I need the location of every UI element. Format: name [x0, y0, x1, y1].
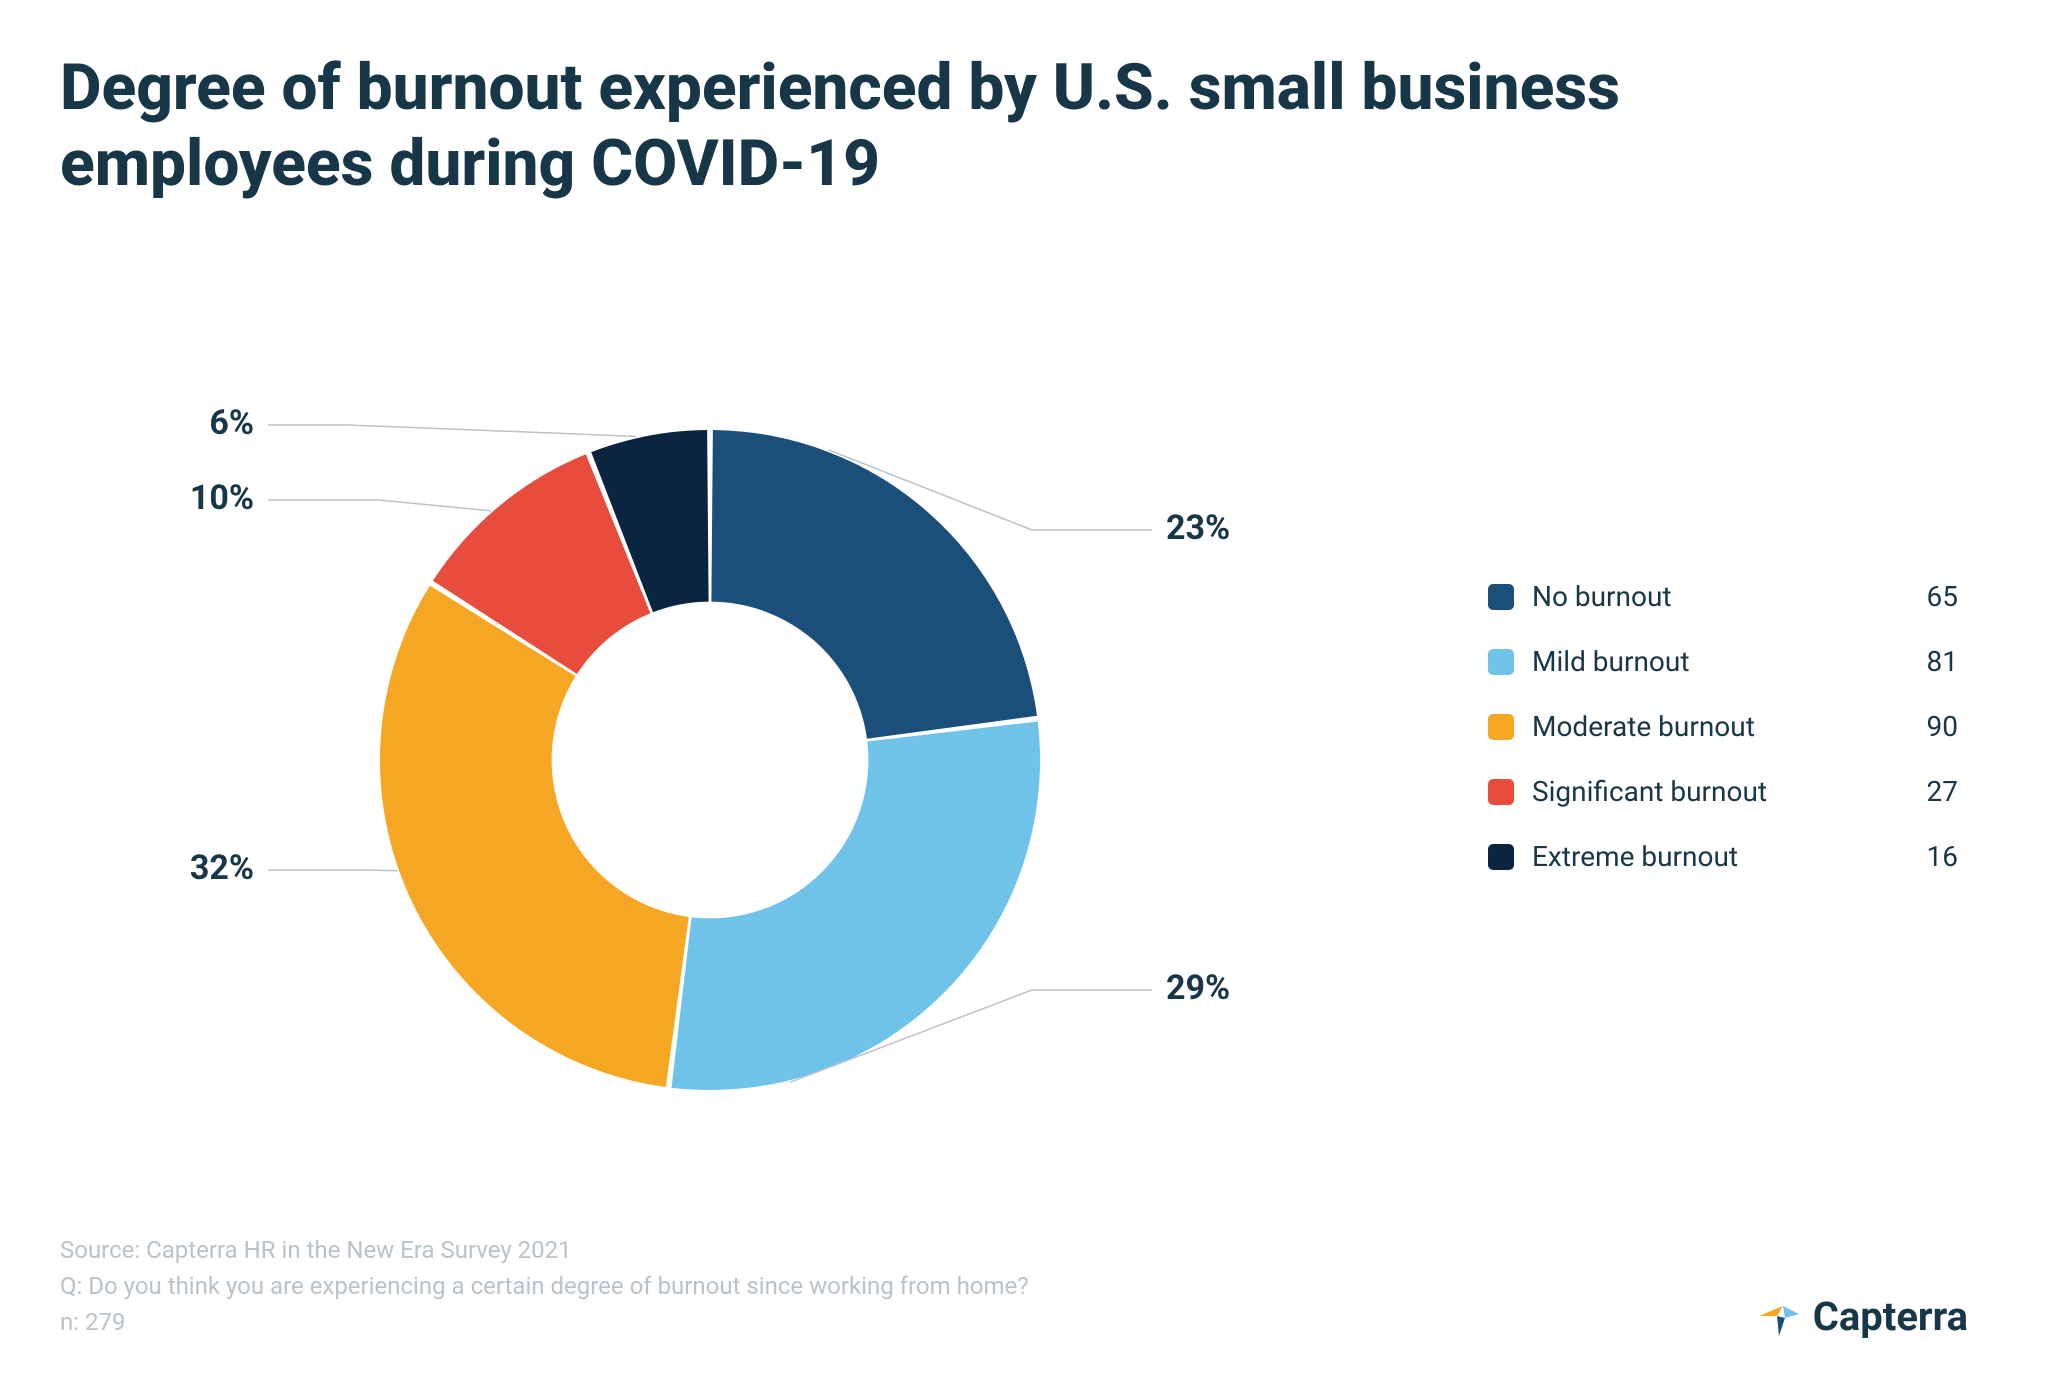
capterra-icon — [1755, 1292, 1803, 1340]
callout-leader-significant — [268, 500, 491, 511]
legend-swatch — [1488, 584, 1514, 610]
footer-line: Source: Capterra HR in the New Era Surve… — [60, 1232, 1029, 1268]
legend-label: Extreme burnout — [1532, 840, 1915, 873]
callout-leader-moderate — [268, 870, 397, 871]
pct-label-significant: 10% — [190, 478, 254, 518]
legend-item-mild: Mild burnout 81 — [1488, 645, 1958, 678]
legend: No burnout 65 Mild burnout 81 Moderate burno… — [1488, 580, 1958, 905]
legend-swatch — [1488, 649, 1514, 675]
legend-label: No burnout — [1532, 580, 1915, 613]
legend-item-significant: Significant burnout 27 — [1488, 775, 1958, 808]
legend-item-no: No burnout 65 — [1488, 580, 1958, 613]
donut-slice-no — [711, 430, 1037, 739]
chart-title: Degree of burnout experienced by U.S. sm… — [60, 50, 1948, 201]
legend-item-extreme: Extreme burnout 16 — [1488, 840, 1958, 873]
pct-label-moderate: 32% — [190, 848, 254, 888]
legend-swatch — [1488, 714, 1514, 740]
footer-line: n: 279 — [60, 1304, 1029, 1340]
chart-title-text: Degree of burnout experienced by U.S. sm… — [60, 50, 1620, 201]
legend-count: 90 — [1927, 710, 1958, 743]
legend-count: 16 — [1927, 840, 1958, 873]
footer-source: Source: Capterra HR in the New Era Surve… — [60, 1232, 1029, 1340]
legend-swatch — [1488, 779, 1514, 805]
pct-label-mild: 29% — [1166, 968, 1230, 1008]
pct-label-no: 23% — [1166, 508, 1230, 548]
donut-svg — [260, 310, 1160, 1210]
legend-count: 27 — [1927, 775, 1958, 808]
callout-leader-extreme — [268, 425, 636, 436]
brand-logo: Capterra — [1755, 1292, 1968, 1340]
legend-count: 65 — [1927, 580, 1958, 613]
legend-label: Significant burnout — [1532, 775, 1915, 808]
legend-count: 81 — [1927, 645, 1958, 678]
donut-chart — [260, 310, 1160, 1210]
legend-label: Mild burnout — [1532, 645, 1915, 678]
legend-label: Moderate burnout — [1532, 710, 1915, 743]
pct-label-extreme: 6% — [209, 403, 254, 443]
legend-swatch — [1488, 844, 1514, 870]
donut-slice-moderate — [380, 586, 689, 1087]
brand-name: Capterra — [1813, 1293, 1968, 1340]
footer-line: Q: Do you think you are experiencing a c… — [60, 1268, 1029, 1304]
donut-slice-mild — [671, 721, 1040, 1090]
legend-item-moderate: Moderate burnout 90 — [1488, 710, 1958, 743]
